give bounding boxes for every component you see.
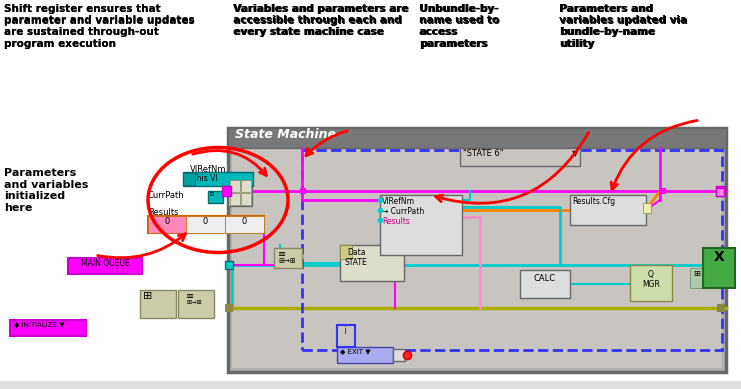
Bar: [570, 195, 646, 225]
Bar: [225, 216, 264, 233]
Bar: [241, 180, 251, 192]
Text: Variables and parameters are
accessible through each and
every state machine cas: Variables and parameters are accessible …: [233, 4, 409, 37]
Bar: [140, 290, 176, 318]
Bar: [183, 172, 253, 186]
Text: MAIN QUEUE: MAIN QUEUE: [81, 259, 130, 268]
Text: 0: 0: [242, 217, 247, 226]
Bar: [208, 191, 223, 203]
Text: Parameters and
variables updated via
bundle-by-name
utility: Parameters and variables updated via bun…: [559, 4, 688, 49]
Bar: [228, 178, 252, 206]
Bar: [703, 248, 735, 288]
Text: 0: 0: [202, 217, 207, 226]
Bar: [337, 347, 393, 363]
Text: State Machine: State Machine: [235, 128, 336, 141]
Bar: [460, 148, 580, 166]
Text: i: i: [345, 326, 348, 336]
Bar: [178, 290, 214, 318]
Bar: [716, 186, 725, 196]
Bar: [393, 349, 405, 361]
Text: Results: Results: [382, 217, 410, 226]
Text: ⊞→⊞: ⊞→⊞: [278, 258, 296, 264]
Text: Parameters
and variables
initialized
here: Parameters and variables initialized her…: [4, 168, 88, 213]
Bar: [717, 261, 725, 269]
Text: ⊞: ⊞: [143, 291, 153, 301]
Bar: [690, 268, 704, 288]
Text: ◆ INITIALIZE ▼: ◆ INITIALIZE ▼: [14, 321, 64, 327]
Text: Results.Cfg: Results.Cfg: [572, 197, 615, 206]
Bar: [630, 265, 672, 301]
Text: Shift register ensures that
parameter and variable updates
are sustained through: Shift register ensures that parameter an…: [4, 4, 195, 49]
Text: STATE: STATE: [345, 258, 368, 267]
Bar: [225, 304, 233, 312]
Bar: [300, 188, 306, 194]
Text: CALC: CALC: [534, 274, 556, 283]
Bar: [520, 270, 570, 298]
Text: VIRefNm: VIRefNm: [382, 197, 415, 206]
Text: ⊞→⊞: ⊞→⊞: [186, 300, 202, 305]
Bar: [183, 173, 195, 185]
Text: → CurrPath: → CurrPath: [382, 207, 425, 216]
Text: Parameters and
variables updated via
bundle-by-name
utility: Parameters and variables updated via bun…: [560, 4, 688, 49]
Bar: [225, 261, 233, 269]
Text: Variables and parameters are
accessible through each and
every state machine cas: Variables and parameters are accessible …: [234, 4, 409, 37]
Text: ≡: ≡: [186, 291, 194, 301]
Bar: [222, 186, 231, 196]
Bar: [340, 245, 404, 281]
Bar: [232, 148, 722, 368]
Text: "STATE 6": "STATE 6": [463, 149, 503, 158]
Bar: [302, 150, 722, 350]
Text: X: X: [714, 250, 725, 264]
Text: Unbundle-by-
name used to
access
parameters: Unbundle-by- name used to access paramet…: [420, 4, 500, 49]
Bar: [340, 245, 352, 259]
Bar: [148, 216, 186, 233]
Text: Shift register ensures that
parameter and variable updates
are sustained through: Shift register ensures that parameter an…: [4, 4, 194, 49]
Text: ▼: ▼: [572, 149, 579, 158]
Bar: [230, 180, 240, 192]
Bar: [68, 258, 142, 274]
Text: ≡: ≡: [278, 249, 286, 259]
Bar: [337, 325, 355, 347]
Bar: [717, 304, 725, 312]
Text: b: b: [210, 191, 214, 197]
Bar: [380, 195, 462, 255]
Text: Unbundle-by-
name used to
access
parameters: Unbundle-by- name used to access paramet…: [419, 4, 499, 49]
Bar: [0, 381, 741, 389]
Text: 🔑 This VI: 🔑 This VI: [185, 173, 218, 182]
Bar: [10, 320, 86, 336]
Bar: [241, 193, 251, 205]
Bar: [660, 188, 666, 194]
Text: CurrPath: CurrPath: [148, 191, 185, 200]
Text: Results: Results: [148, 208, 179, 217]
Text: Data: Data: [347, 248, 365, 257]
Text: ◆ EXIT ▼: ◆ EXIT ▼: [340, 348, 370, 354]
Bar: [228, 128, 726, 372]
Text: 0: 0: [165, 217, 170, 226]
Bar: [643, 203, 651, 213]
Text: Q
MGR: Q MGR: [642, 270, 660, 289]
Text: ⊞: ⊞: [694, 269, 700, 278]
Text: VIRefNm: VIRefNm: [190, 165, 227, 174]
Bar: [230, 193, 240, 205]
Bar: [716, 188, 724, 196]
Bar: [148, 216, 264, 233]
Bar: [228, 128, 726, 148]
Bar: [274, 248, 302, 268]
Bar: [186, 216, 225, 233]
